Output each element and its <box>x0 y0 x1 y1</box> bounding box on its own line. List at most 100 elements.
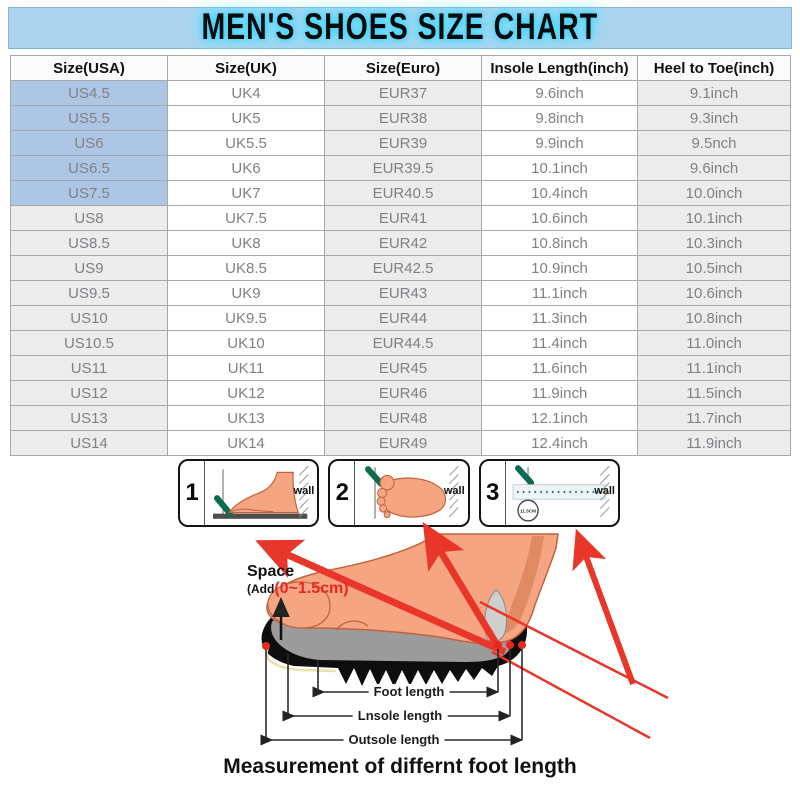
space-sub-red: (0~1.5cm) <box>274 580 349 597</box>
table-cell: 10.6inch <box>481 205 638 231</box>
header-size-usa: Size(USA) <box>10 55 168 81</box>
table-cell: US10 <box>10 305 168 331</box>
table-cell: UK7.5 <box>167 205 325 231</box>
table-cell: 9.1inch <box>637 80 791 106</box>
table-row: US10 UK9.5 EUR44 11.3inch 10.8inch <box>10 305 791 331</box>
wall-label: wall <box>594 485 615 497</box>
table-row: US6.5 UK6 EUR39.5 10.1inch 9.6inch <box>10 155 791 181</box>
page-title: MEN'S SHOES SIZE CHART <box>201 7 599 48</box>
table-cell: UK9.5 <box>167 305 325 331</box>
table-cell: 11.1inch <box>637 355 791 381</box>
table-cell: US5.5 <box>10 105 168 131</box>
table-cell: EUR42 <box>324 230 482 256</box>
step2-art-svg <box>365 465 459 519</box>
table-row: US13 UK13 EUR48 12.1inch 11.7inch <box>10 405 791 431</box>
table-header-row: Size(USA) Size(UK) Size(Euro) Insole Len… <box>10 55 791 81</box>
measure-label-insole-length: Lnsole length <box>352 708 448 723</box>
step-number: 3 <box>481 461 506 525</box>
space-label-value: (Add(0~1.5cm) <box>247 580 349 598</box>
table-cell: US6.5 <box>10 155 168 181</box>
table-cell: 11.5inch <box>637 380 791 406</box>
table-cell: 11.0inch <box>637 330 791 356</box>
table-cell: UK12 <box>167 380 325 406</box>
table-cell: UK5 <box>167 105 325 131</box>
size-chart-table: Size(USA) Size(UK) Size(Euro) Insole Len… <box>10 55 791 456</box>
table-cell: 11.1inch <box>481 280 638 306</box>
table-cell: UK14 <box>167 430 325 456</box>
table-cell: US6 <box>10 130 168 156</box>
wall-label: wall <box>443 485 465 497</box>
step3-measure-illustration: 11.5CM wall <box>506 461 618 525</box>
table-cell: 10.5inch <box>637 255 791 281</box>
table-cell: UK13 <box>167 405 325 431</box>
measure-label-outsole-length: Outsole length <box>343 732 445 747</box>
table-cell: 9.8inch <box>481 105 638 131</box>
table-cell: EUR45 <box>324 355 482 381</box>
step1-art-svg <box>213 465 309 519</box>
table-cell: 12.4inch <box>481 430 638 456</box>
table-cell: EUR37 <box>324 80 482 106</box>
table-cell: 11.4inch <box>481 330 638 356</box>
table-cell: EUR39 <box>324 130 482 156</box>
table-cell: US9.5 <box>10 280 168 306</box>
table-row: US12 UK12 EUR46 11.9inch 11.5inch <box>10 380 791 406</box>
table-cell: EUR48 <box>324 405 482 431</box>
table-cell: 10.1inch <box>637 205 791 231</box>
step-number: 1 <box>180 461 205 525</box>
wall-label: wall <box>293 485 315 497</box>
step3-art-svg: 11.5CM <box>512 465 610 522</box>
table-row: US9.5 UK9 EUR43 11.1inch 10.6inch <box>10 280 791 306</box>
step2-foot-top-illustration: wall <box>355 461 467 525</box>
step-panel-3: 3 11.5CM wall <box>478 459 620 527</box>
table-cell: UK8 <box>167 230 325 256</box>
table-cell: UK6 <box>167 155 325 181</box>
table-cell: 10.4inch <box>481 180 638 206</box>
space-sub-black: (Add <box>247 582 275 596</box>
table-row: US5.5 UK5 EUR38 9.8inch 9.3inch <box>10 105 791 131</box>
table-cell: UK4 <box>167 80 325 106</box>
table-cell: 10.6inch <box>637 280 791 306</box>
size-table-body: US4.5 UK4 EUR37 9.6inch 9.1inch US5.5 UK5 EUR38… <box>10 80 791 456</box>
table-row: US8 UK7.5 EUR41 10.6inch 10.1inch <box>10 205 791 231</box>
table-cell: EUR39.5 <box>324 155 482 181</box>
step-number: 2 <box>330 461 356 525</box>
measure-instruction-panels: 1 wall 2 <box>178 459 620 527</box>
measurement-circle-label: 11.5CM <box>520 509 536 514</box>
measure-dots <box>262 641 526 650</box>
table-cell: US12 <box>10 380 168 406</box>
table-cell: US9 <box>10 255 168 281</box>
header-size-euro: Size(Euro) <box>324 55 482 81</box>
foot-illustration <box>261 533 559 687</box>
table-cell: 10.8inch <box>481 230 638 256</box>
table-cell: 10.0inch <box>637 180 791 206</box>
table-cell: 12.1inch <box>481 405 638 431</box>
table-cell: 11.6inch <box>481 355 638 381</box>
step-panel-2: 2 wall <box>328 459 470 527</box>
table-cell: UK11 <box>167 355 325 381</box>
table-cell: 9.3inch <box>637 105 791 131</box>
table-row: US8.5 UK8 EUR42 10.8inch 10.3inch <box>10 230 791 256</box>
table-cell: EUR40.5 <box>324 180 482 206</box>
table-cell: EUR46 <box>324 380 482 406</box>
space-label-title: Space <box>247 563 295 580</box>
table-row: US11 UK11 EUR45 11.6inch 11.1inch <box>10 355 791 381</box>
table-cell: 10.8inch <box>637 305 791 331</box>
table-cell: 10.1inch <box>481 155 638 181</box>
table-cell: 10.9inch <box>481 255 638 281</box>
table-cell: EUR38 <box>324 105 482 131</box>
table-cell: US14 <box>10 430 168 456</box>
table-cell: 9.6inch <box>481 80 638 106</box>
header-heel-toe: Heel to Toe(inch) <box>637 55 791 81</box>
table-cell: EUR49 <box>324 430 482 456</box>
step1-foot-side-illustration: wall <box>205 461 317 525</box>
table-row: US7.5 UK7 EUR40.5 10.4inch 10.0inch <box>10 180 791 206</box>
table-cell: EUR41 <box>324 205 482 231</box>
table-cell: UK7 <box>167 180 325 206</box>
table-row: US10.5 UK10 EUR44.5 11.4inch 11.0inch <box>10 330 791 356</box>
diagram-caption: Measurement of differnt foot length <box>223 755 577 778</box>
table-cell: US8.5 <box>10 230 168 256</box>
table-cell: 11.3inch <box>481 305 638 331</box>
table-cell: US13 <box>10 405 168 431</box>
space-label: Space (Add(0~1.5cm) <box>247 563 349 598</box>
table-cell: EUR44.5 <box>324 330 482 356</box>
